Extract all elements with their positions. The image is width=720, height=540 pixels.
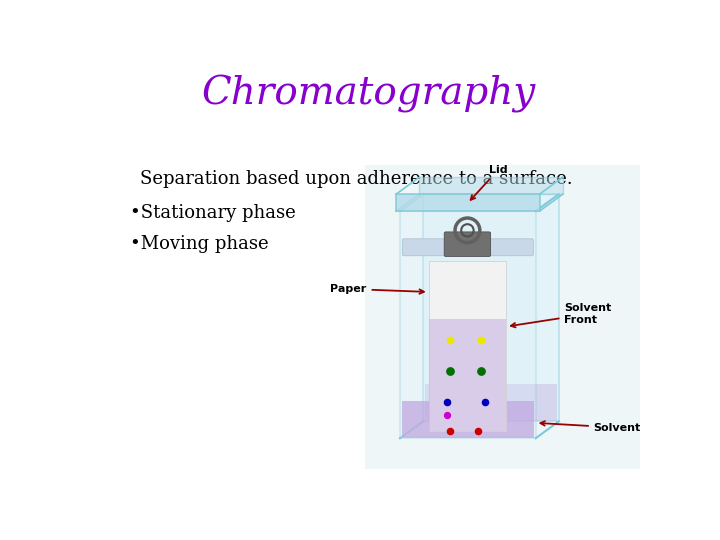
Point — [472, 426, 483, 435]
Text: Lid: Lid — [471, 165, 508, 200]
Point — [445, 367, 456, 376]
FancyBboxPatch shape — [444, 232, 490, 256]
Text: •Moving phase: •Moving phase — [130, 235, 269, 253]
Text: Paper: Paper — [330, 284, 424, 294]
Bar — [396, 194, 539, 211]
Text: Solvent: Solvent — [541, 421, 641, 433]
Point — [445, 336, 456, 345]
Bar — [428, 261, 506, 430]
Bar — [428, 319, 506, 430]
Point — [476, 367, 487, 376]
Bar — [423, 194, 559, 421]
Text: •Stationary phase: •Stationary phase — [130, 205, 296, 222]
Bar — [425, 384, 557, 421]
Point — [480, 398, 491, 407]
Point — [441, 411, 452, 420]
Bar — [419, 177, 563, 194]
Bar — [365, 165, 640, 469]
Text: Chromatography: Chromatography — [202, 75, 536, 113]
Bar — [402, 401, 534, 438]
FancyBboxPatch shape — [402, 239, 534, 256]
Point — [476, 336, 487, 345]
Point — [445, 426, 456, 435]
Text: Solvent
Front: Solvent Front — [511, 303, 611, 327]
Bar — [400, 211, 536, 438]
Text: Separation based upon adherence to a surface.: Separation based upon adherence to a sur… — [140, 170, 573, 188]
Point — [441, 398, 452, 407]
